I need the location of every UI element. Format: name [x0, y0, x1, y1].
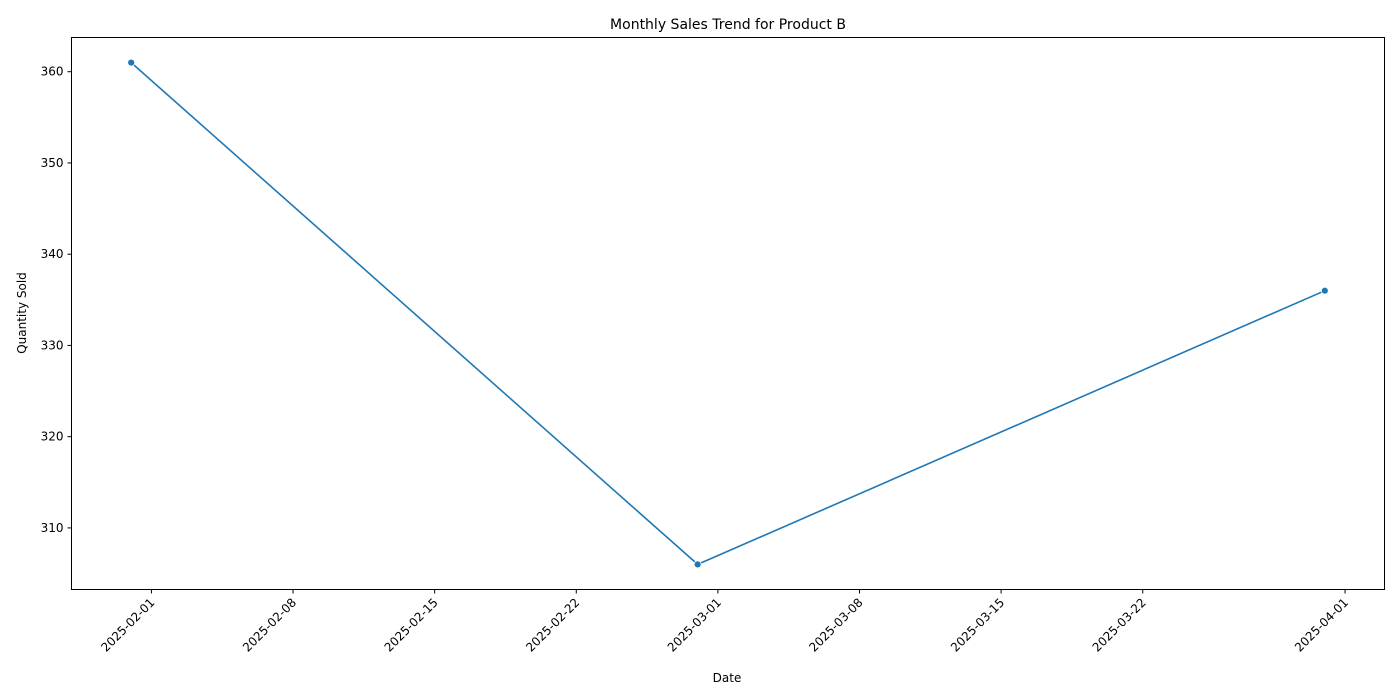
- plot-frame: [71, 37, 1385, 590]
- data-point: [127, 58, 136, 67]
- chart-title: Monthly Sales Trend for Product B: [610, 17, 846, 33]
- x-tick-label: 2025-03-01: [665, 595, 724, 654]
- x-tick-label: 2025-03-22: [1090, 595, 1149, 654]
- x-tick-label: 2025-03-08: [806, 595, 865, 654]
- data-point: [1320, 286, 1329, 295]
- data-point: [693, 560, 702, 569]
- x-axis-label: Date: [713, 671, 742, 685]
- x-tick-label: 2025-02-01: [98, 595, 157, 654]
- y-tick-label: 310: [41, 521, 64, 535]
- y-tick-label: 350: [41, 156, 64, 170]
- y-tick-label: 360: [41, 65, 64, 79]
- y-axis: 310 320 330 340 350 360: [41, 65, 72, 535]
- x-tick-label: 2025-02-22: [523, 595, 582, 654]
- x-tick-label: 2025-04-01: [1292, 595, 1351, 654]
- x-axis: 2025-02-01 2025-02-08 2025-02-15 2025-02-22…: [98, 589, 1351, 655]
- series-line: [130, 61, 1326, 566]
- series-group: [127, 58, 1329, 569]
- y-tick-label: 320: [41, 430, 64, 444]
- y-tick-label: 330: [41, 338, 64, 352]
- y-axis-label: Quantity Sold: [15, 272, 29, 354]
- y-tick-label: 340: [41, 247, 64, 261]
- x-tick-label: 2025-02-15: [382, 595, 441, 654]
- x-tick-label: 2025-03-15: [948, 595, 1007, 654]
- x-tick-label: 2025-02-08: [240, 595, 299, 654]
